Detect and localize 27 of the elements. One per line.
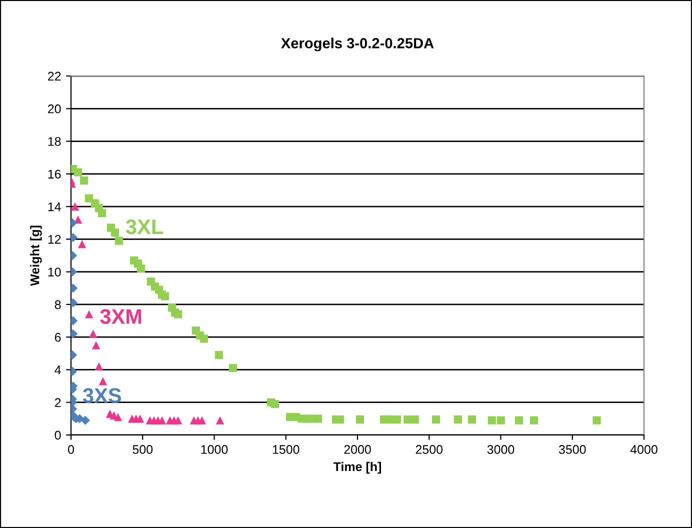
y-tick-label: 0 xyxy=(54,430,61,440)
y-tick-label: 18 xyxy=(48,137,61,146)
y-tick-label: 16 xyxy=(48,170,61,179)
x-tick-label: 2500 xyxy=(416,445,443,454)
x-tick-label: 2000 xyxy=(344,445,371,454)
x-tick-label: 500 xyxy=(132,445,153,454)
x-tick-label: 3500 xyxy=(558,445,586,454)
y-tick-label: 6 xyxy=(54,332,61,342)
y-tick-label: 10 xyxy=(48,268,61,276)
x-axis-title: Time [h] xyxy=(333,462,381,474)
series-label: 3XL xyxy=(126,219,164,234)
y-tick-label: 2 xyxy=(54,398,61,407)
y-axis-title: Weight [g] xyxy=(30,226,42,286)
y-tick-label: 22 xyxy=(48,72,61,81)
x-tick-label: 1000 xyxy=(201,445,228,454)
x-tick-label: 4000 xyxy=(630,445,658,454)
y-tick-label: 8 xyxy=(54,300,61,310)
y-tick-label: 4 xyxy=(54,366,61,374)
y-tick-label: 12 xyxy=(48,234,61,244)
y-tick-label: 20 xyxy=(48,104,61,114)
chart-title: Xerogels 3-0.2-0.25DA xyxy=(281,38,434,52)
x-tick-label: 0 xyxy=(68,445,74,454)
series-label: 3XM xyxy=(100,309,142,324)
series-label: 3XS xyxy=(82,388,122,403)
x-tick-label: 3000 xyxy=(487,445,514,454)
x-tick-label: 1500 xyxy=(272,445,300,454)
y-tick-label: 14 xyxy=(48,202,61,212)
